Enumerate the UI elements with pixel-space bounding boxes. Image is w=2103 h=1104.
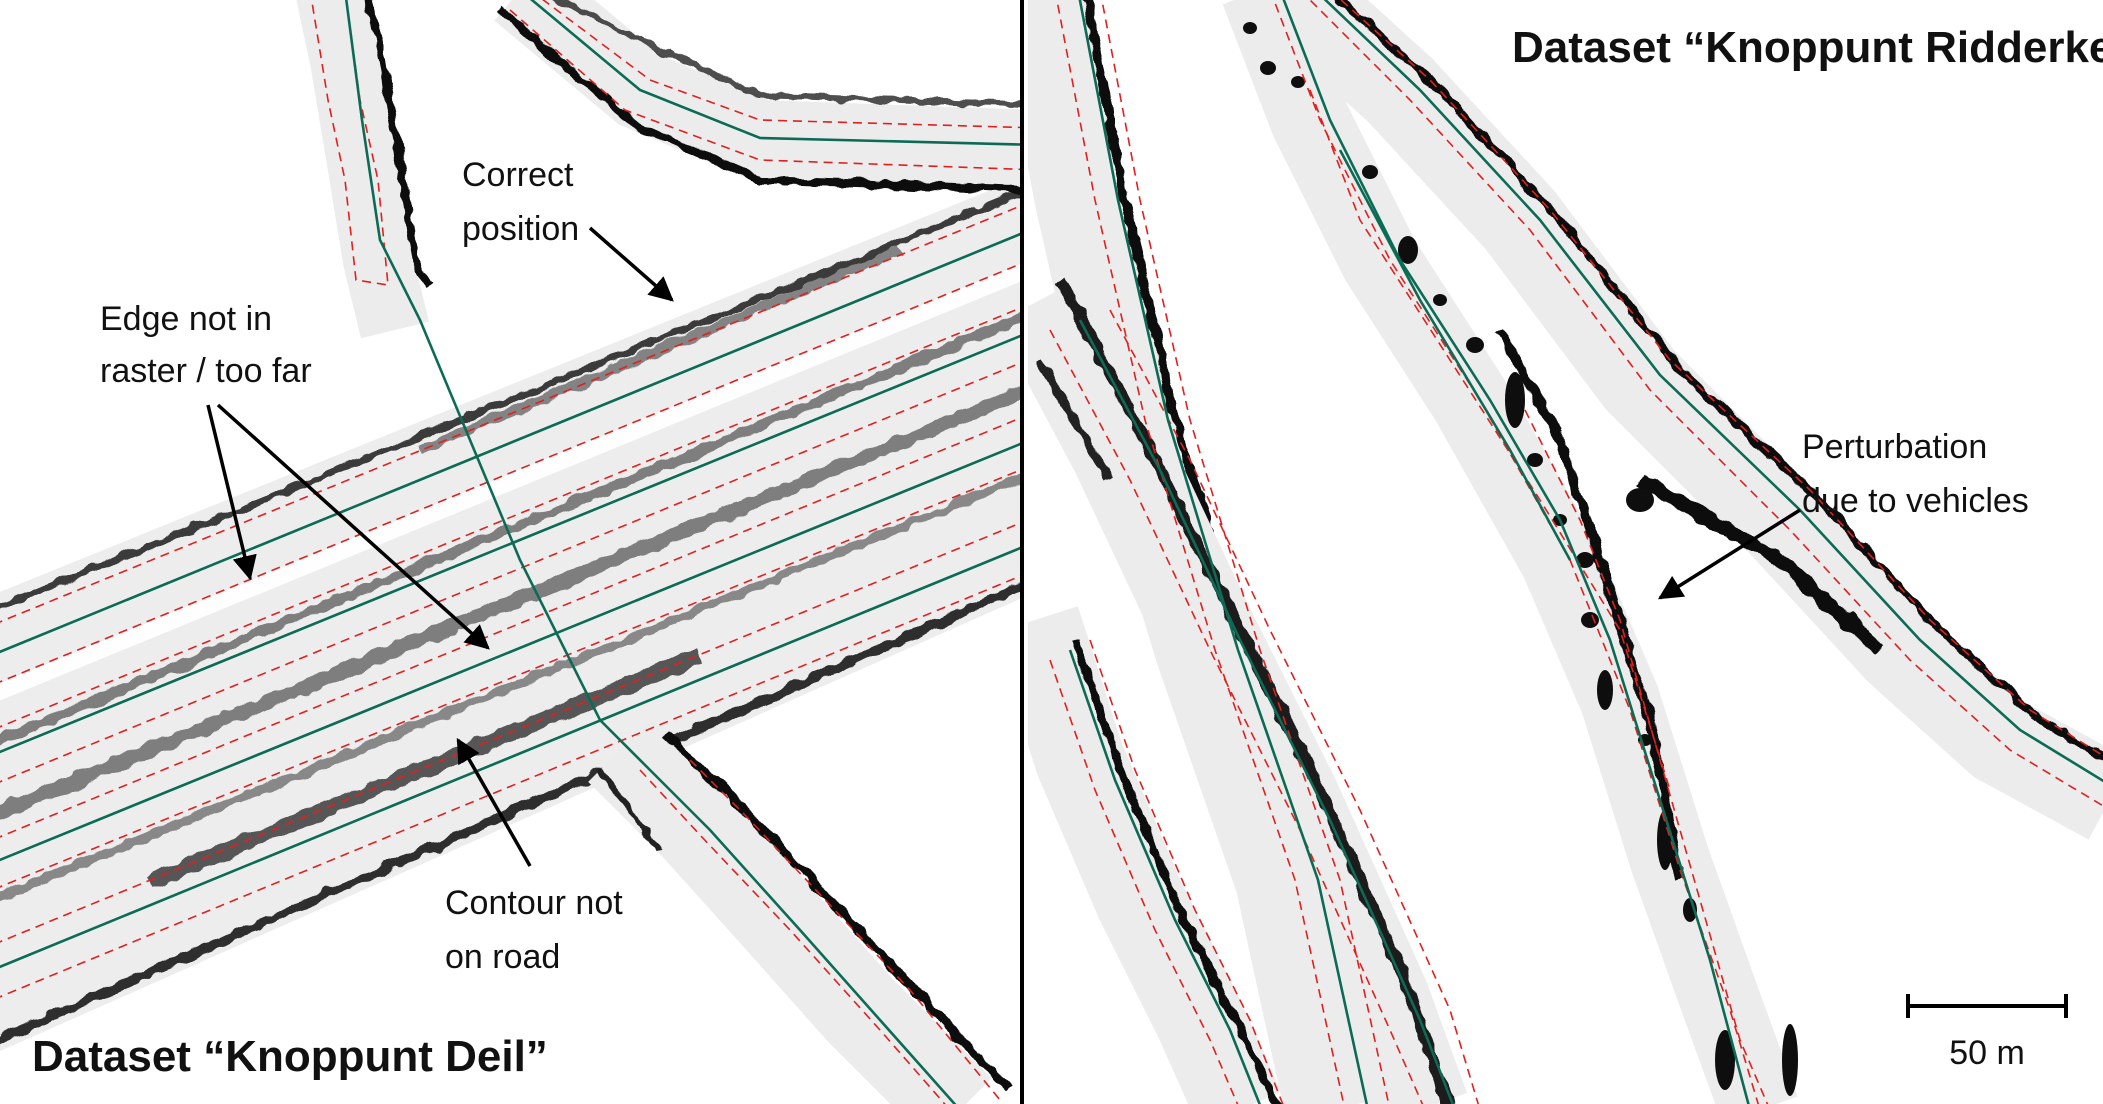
annotation-correct-line1: Correct [462,156,574,194]
raster-gap [0,264,1020,701]
scale-bar-label: 50 m [1949,1034,2025,1072]
scale-bar: 50 m [1906,994,2068,1072]
right-road-rasters [1028,0,2103,1104]
right-centerlines [1068,0,2103,1104]
raster-right-central [1222,0,1798,1104]
arrow-edge-2 [216,403,490,650]
raster-right-ramp-2 [1028,276,1467,1104]
arrow-correct-position [588,226,674,302]
raster-ramp-upper-left [296,0,430,339]
annotation-edge-line2: raster / too far [100,352,312,390]
left-contours [0,0,1020,1104]
arrow-perturbation [1657,508,1801,600]
raster-noise-main [0,189,1020,1045]
annotation-perturbation: Perturbation due to vehicles [1657,428,2029,600]
annotation-edge-line1: Edge not in [100,300,272,338]
annotation-perturbation-line2: due to vehicles [1802,482,2029,520]
annotation-correct-line2: position [462,210,579,248]
right-panel-title: Dataset “Knoppunt Ridderkerk” [1512,23,2103,72]
left-panel: Correct position Edge not in raster / to… [0,0,1020,1104]
raster-right-ramp-4 [1259,0,2103,840]
annotation-edge-not-in-raster: Edge not in raster / too far [100,300,490,650]
arrow-edge-1 [206,404,257,581]
left-centerlines [0,0,1020,1104]
raster-right-ramp-3 [1028,606,1282,1104]
annotation-correct-position: Correct position [462,156,674,302]
vehicle-blobs [1243,22,1798,1096]
arrow-contour [456,737,532,867]
left-panel-title: Dataset “Knoppunt Deil” [32,1032,548,1081]
right-panel: Dataset “Knoppunt Ridderkerk” Perturbati… [1028,0,2103,1104]
annotation-perturbation-line1: Perturbation [1802,428,1987,466]
raster-ramp-top [494,0,1020,190]
annotation-contour-not-on-road: Contour not on road [445,737,623,976]
annotation-contour-line2: on road [445,938,560,976]
raster-ramp-lower [588,718,992,1104]
annotation-contour-line1: Contour not [445,884,623,922]
